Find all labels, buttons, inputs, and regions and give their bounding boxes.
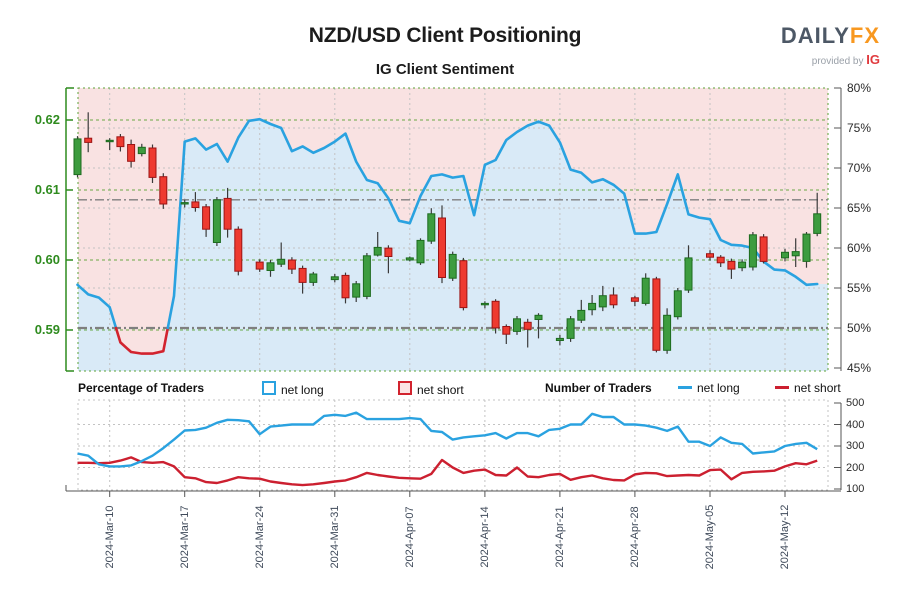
traders-tick-label: 200	[846, 461, 865, 474]
price-tick-label: 0.59	[34, 322, 60, 337]
date-tick-label: 2024-May-12	[779, 504, 792, 570]
dailyfx-logo-daily: DAILY	[780, 23, 850, 48]
page-title: NZD/USD Client Positioning	[308, 24, 582, 47]
percent-tick-label: 60%	[847, 241, 872, 255]
date-tick-label: 2024-May-05	[703, 504, 716, 570]
dailyfx-logo-fx: FX	[849, 23, 880, 48]
traders-tick-label: 300	[846, 440, 865, 452]
legend-number-header: Number of Traders	[545, 381, 652, 395]
percent-tick-label: 70%	[847, 161, 872, 175]
date-tick-label: 2024-Apr-07	[403, 506, 416, 568]
net-short-line-swatch	[775, 386, 789, 389]
percent-tick-label: 55%	[847, 281, 872, 295]
legend-num-net-short: net short	[775, 381, 841, 395]
percent-tick-label: 80%	[847, 81, 872, 95]
percent-tick-label: 50%	[847, 321, 872, 335]
percent-tick-label: 75%	[847, 121, 872, 135]
dailyfx-logo: DAILYFX provided by IG	[780, 23, 880, 72]
price-tick-label: 0.62	[34, 112, 60, 127]
legend-pct-net-short: net short	[398, 381, 464, 397]
date-tick-label: 2024-Mar-17	[178, 505, 191, 569]
percent-tick-label: 65%	[847, 201, 872, 215]
date-tick-label: 2024-Mar-31	[328, 505, 341, 569]
legend-percentage-header: Percentage of Traders	[78, 381, 205, 395]
legend-num-net-long: net long	[678, 381, 740, 395]
traders-tick-label: 100	[846, 483, 865, 495]
net-short-candle-swatch	[398, 381, 412, 395]
traders-tick-label: 400	[846, 418, 865, 431]
price-tick-label: 0.60	[34, 252, 60, 267]
date-tick-label: 2024-Mar-10	[103, 505, 116, 569]
net-long-line-swatch	[678, 386, 692, 389]
net-long-candle-swatch	[262, 381, 276, 395]
chart-subtitle: IG Client Sentiment	[375, 61, 515, 78]
date-tick-label: 2024-Apr-21	[553, 506, 566, 568]
date-tick-label: 2024-Mar-24	[253, 505, 266, 569]
ig-logo: IG	[866, 52, 880, 67]
chart-legend: Percentage of Traders net long net short…	[0, 380, 900, 397]
percent-tick-label: 45%	[847, 361, 872, 375]
traders-tick-label: 500	[846, 397, 865, 409]
date-tick-label: 2024-Apr-14	[478, 506, 491, 568]
price-tick-label: 0.61	[34, 182, 60, 197]
date-tick-label: 2024-Apr-28	[628, 506, 641, 568]
legend-pct-net-long: net long	[262, 381, 324, 397]
provided-by-label: provided by IG	[811, 52, 880, 67]
